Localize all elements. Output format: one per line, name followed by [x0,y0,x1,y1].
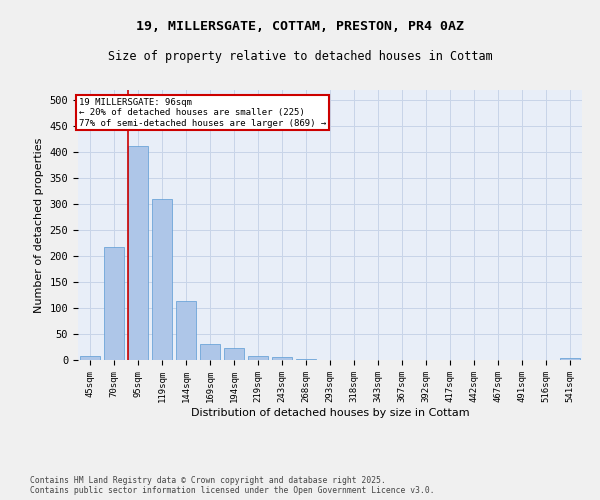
Bar [224,348,244,360]
Bar [296,359,316,360]
Y-axis label: Number of detached properties: Number of detached properties [34,138,44,312]
X-axis label: Distribution of detached houses by size in Cottam: Distribution of detached houses by size … [191,408,469,418]
Bar [272,357,292,360]
Bar [80,356,100,360]
Bar [200,344,220,360]
Text: Contains HM Land Registry data © Crown copyright and database right 2025.
Contai: Contains HM Land Registry data © Crown c… [30,476,434,495]
Bar [560,358,580,360]
Bar [248,356,268,360]
Bar [152,199,172,360]
Bar [128,146,148,360]
Text: 19 MILLERSGATE: 96sqm
← 20% of detached houses are smaller (225)
77% of semi-det: 19 MILLERSGATE: 96sqm ← 20% of detached … [79,98,326,128]
Text: 19, MILLERSGATE, COTTAM, PRESTON, PR4 0AZ: 19, MILLERSGATE, COTTAM, PRESTON, PR4 0A… [136,20,464,33]
Bar [176,302,196,360]
Text: Size of property relative to detached houses in Cottam: Size of property relative to detached ho… [107,50,493,63]
Bar [104,247,124,360]
